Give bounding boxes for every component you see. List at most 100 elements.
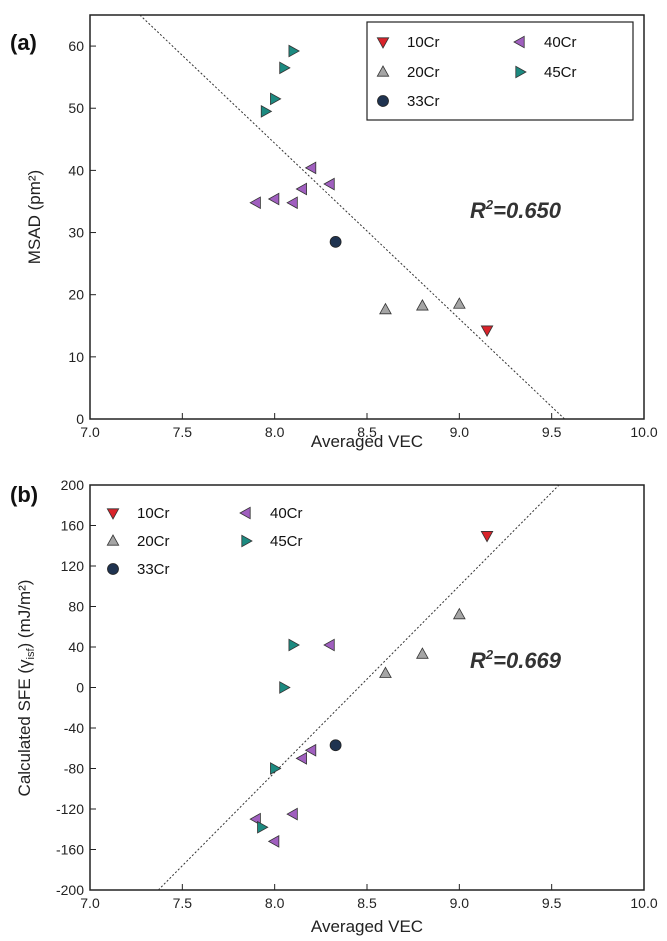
panel-a-label: (a) bbox=[10, 30, 37, 55]
data-point-10cr bbox=[480, 325, 494, 337]
points-b bbox=[249, 531, 494, 848]
data-point-45cr bbox=[270, 762, 282, 775]
data-point-40cr bbox=[286, 196, 298, 210]
data-point-45cr bbox=[279, 681, 291, 694]
legend-marker-33cr bbox=[377, 95, 389, 107]
legend-box-a bbox=[366, 21, 634, 121]
legend-label-40cr: 40Cr bbox=[544, 34, 577, 51]
r2-value-b: =0.669 bbox=[493, 648, 562, 673]
legend-label-40cr: 40Cr bbox=[270, 505, 303, 522]
data-point-20cr bbox=[416, 647, 429, 659]
fit-line-a bbox=[139, 14, 565, 420]
x-tick-label: 8.0 bbox=[265, 895, 285, 911]
data-point-33cr bbox=[329, 739, 342, 752]
y-tick-label: 40 bbox=[68, 162, 84, 178]
data-point-40cr bbox=[295, 182, 307, 196]
y-tick-label: -200 bbox=[56, 882, 84, 898]
y-tick-label: -40 bbox=[64, 720, 84, 736]
y-tick-label: 60 bbox=[68, 38, 84, 54]
y-axis-label-b: Calculated SFE (γisf) (mJ/m²) bbox=[15, 580, 37, 797]
data-point-40cr bbox=[323, 177, 335, 191]
y-tick-label: -160 bbox=[56, 842, 84, 858]
x-tick-label: 7.0 bbox=[80, 895, 100, 911]
y-tick-label: 40 bbox=[68, 639, 84, 655]
r2-value-a: =0.650 bbox=[493, 198, 562, 223]
x-tick-label: 9.5 bbox=[542, 895, 562, 911]
r2-r-b: R bbox=[470, 648, 486, 673]
legend-marker-45cr bbox=[515, 65, 527, 79]
x-tick-label: 8.5 bbox=[357, 895, 377, 911]
legend-marker-20cr bbox=[106, 534, 120, 546]
y-tick-label: 200 bbox=[61, 477, 85, 493]
legend-label-45cr: 45Cr bbox=[270, 533, 303, 550]
x-axis-label-a: Averaged VEC bbox=[311, 432, 423, 451]
fit-line-b bbox=[157, 484, 560, 891]
regression-line bbox=[157, 484, 560, 891]
y-tick-label: 0 bbox=[76, 411, 84, 427]
y-tick-label: 0 bbox=[76, 680, 84, 696]
panel-a: (a) Averaged VEC MSAD (pm²) 7.0 7.5 8.0 8.5… bbox=[10, 14, 658, 451]
x-tick-label: 8.5 bbox=[357, 424, 377, 440]
data-point-45cr bbox=[288, 44, 300, 58]
y-axis-label-b-tail: ) (mJ/m²) bbox=[15, 580, 34, 649]
y-tick-label: 30 bbox=[68, 225, 84, 241]
legend-marker-45cr bbox=[241, 534, 253, 548]
legend-label-20cr: 20Cr bbox=[407, 64, 440, 81]
y-axis-label-b-sub: isf bbox=[25, 648, 37, 660]
data-point-40cr bbox=[304, 161, 317, 175]
x-tick-label: 9.0 bbox=[450, 424, 470, 440]
r2-sup-b: 2 bbox=[485, 647, 494, 662]
data-point-20cr bbox=[379, 302, 392, 315]
data-point-40cr bbox=[249, 196, 261, 210]
legend-label-10cr: 10Cr bbox=[137, 505, 170, 522]
legend-marker-20cr bbox=[376, 65, 390, 77]
data-point-45cr bbox=[260, 104, 273, 118]
data-point-20cr bbox=[452, 607, 466, 620]
panel-b: (b) Averaged VEC Calculated SFE (γisf) (… bbox=[10, 477, 658, 936]
r2-annotation-b: R2=0.669 bbox=[470, 647, 562, 673]
legend-label-33cr: 33Cr bbox=[407, 93, 440, 110]
legend-label-45cr: 45Cr bbox=[544, 64, 577, 81]
y-axis-label-a: MSAD (pm²) bbox=[25, 170, 44, 264]
points-a bbox=[249, 44, 494, 337]
data-point-40cr bbox=[304, 743, 317, 757]
legend-label-33cr: 33Cr bbox=[137, 561, 170, 578]
legend-marker-10cr bbox=[376, 37, 390, 49]
data-point-40cr bbox=[267, 192, 280, 206]
data-point-20cr bbox=[416, 299, 429, 311]
r2-annotation-a: R2=0.650 bbox=[470, 197, 562, 223]
y-tick-label: 160 bbox=[61, 518, 85, 534]
x-tick-label: 7.5 bbox=[173, 424, 193, 440]
data-point-33cr bbox=[329, 235, 342, 248]
data-point-40cr bbox=[295, 751, 307, 765]
y-tick-label: 80 bbox=[68, 599, 84, 615]
r2-r-a: R bbox=[470, 198, 486, 223]
legend-marker-10cr bbox=[106, 508, 120, 520]
regression-line bbox=[139, 14, 565, 420]
data-point-10cr bbox=[480, 531, 494, 543]
legend-label-10cr: 10Cr bbox=[407, 34, 440, 51]
plot-area-b bbox=[89, 484, 645, 891]
panel-b-label: (b) bbox=[10, 482, 38, 507]
ticks-a: 7.0 7.5 8.0 8.5 9.0 9.5 10.0 0 10 20 30 40 50 60 bbox=[68, 38, 657, 440]
data-point-45cr bbox=[270, 92, 282, 106]
data-point-40cr bbox=[286, 807, 298, 821]
data-point-40cr bbox=[323, 638, 335, 652]
y-tick-label: -120 bbox=[56, 801, 84, 817]
y-tick-label: 50 bbox=[68, 100, 84, 116]
legend-a: 10Cr 40Cr 20Cr 45Cr 33Cr bbox=[366, 21, 634, 121]
x-tick-label: 9.5 bbox=[542, 424, 562, 440]
y-tick-label: -80 bbox=[64, 761, 84, 777]
legend-marker-40cr bbox=[239, 506, 251, 520]
legend-b: 10Cr 40Cr 20Cr 45Cr 33Cr bbox=[106, 505, 303, 578]
data-point-40cr bbox=[267, 835, 280, 848]
data-point-45cr bbox=[279, 61, 291, 75]
x-tick-label: 10.0 bbox=[630, 424, 657, 440]
x-tick-label: 8.0 bbox=[265, 424, 285, 440]
y-tick-label: 120 bbox=[61, 558, 85, 574]
x-tick-label: 7.5 bbox=[173, 895, 193, 911]
x-axis-label-b: Averaged VEC bbox=[311, 917, 423, 936]
x-tick-label: 9.0 bbox=[450, 895, 470, 911]
x-tick-label: 7.0 bbox=[80, 424, 100, 440]
